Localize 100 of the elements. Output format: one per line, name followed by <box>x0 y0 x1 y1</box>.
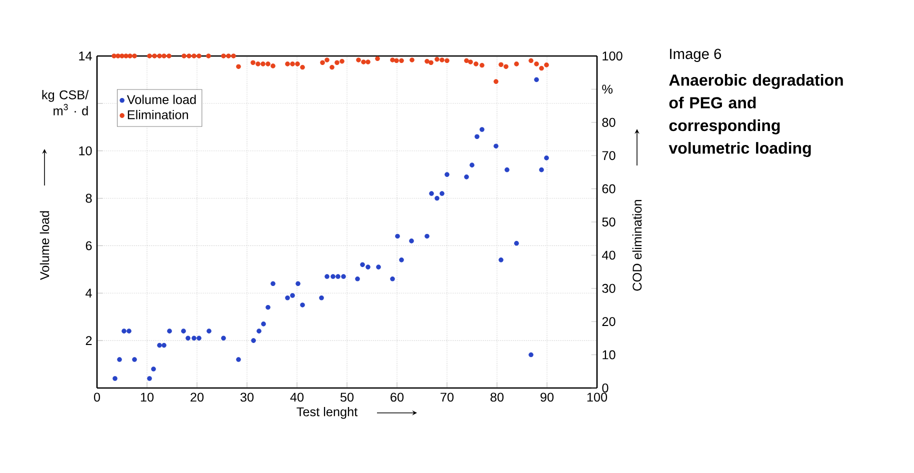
y2-tick-label: 50 <box>602 218 616 226</box>
point <box>336 274 340 279</box>
point <box>539 66 544 71</box>
point <box>152 54 157 58</box>
x-tick-label: 10 <box>140 392 154 402</box>
point <box>300 302 305 308</box>
point <box>256 62 260 66</box>
point <box>226 54 231 58</box>
point <box>192 54 196 58</box>
point <box>514 240 519 246</box>
point <box>319 295 324 300</box>
point <box>470 162 474 168</box>
point <box>468 60 473 64</box>
point <box>429 191 434 196</box>
point <box>390 58 395 62</box>
point <box>376 264 381 270</box>
y-tick-label: 14 <box>79 52 92 60</box>
x-tick-label: 80 <box>490 392 504 402</box>
point <box>128 54 132 58</box>
point <box>270 64 276 68</box>
point <box>266 304 270 310</box>
point <box>480 127 484 132</box>
point <box>366 60 370 64</box>
point <box>320 60 325 66</box>
point <box>340 58 344 64</box>
point <box>221 336 226 341</box>
point <box>236 64 241 70</box>
point <box>157 342 162 348</box>
point <box>151 366 156 372</box>
text: Anaerobic degradation of PEG and corresponding volumetric loading <box>668 74 843 158</box>
point <box>444 172 450 177</box>
point <box>424 58 430 64</box>
point <box>356 58 361 62</box>
y-tick-label: 8 <box>86 194 92 203</box>
point <box>167 328 172 334</box>
y2-tick-label: % <box>602 84 613 94</box>
point <box>206 328 212 334</box>
point <box>250 60 256 66</box>
point <box>126 328 132 334</box>
point <box>474 62 478 66</box>
point <box>181 328 186 334</box>
point <box>112 54 116 58</box>
point <box>390 276 395 282</box>
point <box>117 357 122 362</box>
y2-axis-title: COD elimination <box>632 200 642 291</box>
legend-label: Elimination <box>128 110 188 120</box>
point <box>444 58 450 64</box>
point <box>147 376 152 381</box>
x-tick-label: 20 <box>190 392 204 402</box>
point <box>182 54 186 58</box>
point <box>399 258 404 262</box>
point <box>440 58 444 62</box>
point <box>162 342 166 348</box>
point <box>409 238 414 244</box>
y-tick-label: 2 <box>86 336 92 345</box>
point <box>324 58 330 62</box>
point <box>361 60 366 64</box>
point <box>186 336 190 341</box>
point <box>544 156 549 160</box>
point <box>221 54 226 58</box>
y2-tick-label: 60 <box>602 184 616 194</box>
point <box>270 281 276 286</box>
point <box>157 54 162 58</box>
y-axis-title: Volume load <box>40 211 50 280</box>
point <box>285 62 290 66</box>
point <box>166 54 172 58</box>
point <box>290 62 295 66</box>
point <box>186 54 192 58</box>
x-tick-label: 60 <box>390 392 404 402</box>
point <box>434 196 440 201</box>
point <box>162 54 166 58</box>
point <box>494 144 498 149</box>
point <box>147 54 152 58</box>
point <box>474 134 480 140</box>
point <box>324 274 330 279</box>
point <box>251 338 256 343</box>
point <box>394 58 399 64</box>
text: Image 6 <box>670 48 722 62</box>
point <box>196 54 202 58</box>
point <box>112 376 118 381</box>
y2-tick-label: 40 <box>602 250 616 260</box>
y2-tick-label: 100 <box>602 52 622 60</box>
point <box>514 62 519 66</box>
point <box>330 64 334 70</box>
point <box>266 62 270 66</box>
point <box>132 54 137 58</box>
point <box>498 258 504 262</box>
x-tick-label: 90 <box>540 392 554 402</box>
point <box>341 274 346 279</box>
point <box>206 54 211 58</box>
point <box>260 62 266 66</box>
point <box>296 281 300 286</box>
point <box>480 62 484 68</box>
point <box>116 54 120 58</box>
point <box>504 167 510 172</box>
point <box>124 54 128 58</box>
point <box>120 54 124 58</box>
point <box>464 58 469 64</box>
y2-tick-label: 30 <box>602 284 616 293</box>
point <box>375 56 380 62</box>
